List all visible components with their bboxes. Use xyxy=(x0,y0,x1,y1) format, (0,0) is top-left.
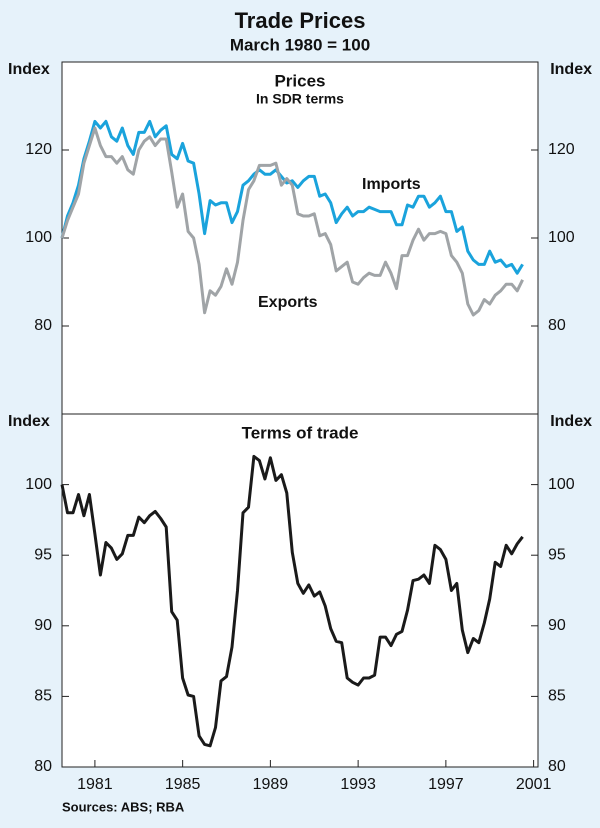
series-label: Exports xyxy=(258,294,318,311)
y-axis-label: Index xyxy=(8,413,50,430)
x-tick-label: 2001 xyxy=(516,776,552,793)
x-tick-label: 1993 xyxy=(340,776,376,793)
y2-tick-label: 100 xyxy=(548,229,575,246)
x-tick-label: 1981 xyxy=(77,776,113,793)
y-tick-label: 85 xyxy=(34,688,52,705)
series-label: Imports xyxy=(362,176,421,193)
y-tick-label: 80 xyxy=(34,317,52,334)
y2-tick-label: 80 xyxy=(548,317,566,334)
y-tick-label: 95 xyxy=(34,546,52,563)
y2-tick-label: 80 xyxy=(548,758,566,775)
y2-axis-label: Index xyxy=(550,413,592,430)
line-series xyxy=(60,454,524,748)
y2-axis-label: Index xyxy=(550,61,592,78)
panel-subtitle: In SDR terms xyxy=(256,91,344,107)
x-tick-label: 1985 xyxy=(165,776,201,793)
panel-title: Prices xyxy=(274,71,325,90)
panel-title: Terms of trade xyxy=(242,423,359,442)
y-tick-label: 120 xyxy=(25,141,52,158)
y2-tick-label: 85 xyxy=(548,688,566,705)
y-axis-label: Index xyxy=(8,61,50,78)
y-tick-label: 80 xyxy=(34,758,52,775)
y-tick-label: 90 xyxy=(34,617,52,634)
page-subtitle: March 1980 = 100 xyxy=(230,35,370,54)
y-tick-label: 100 xyxy=(25,476,52,493)
x-tick-label: 1989 xyxy=(253,776,289,793)
y2-tick-label: 90 xyxy=(548,617,566,634)
y2-tick-label: 100 xyxy=(548,476,575,493)
x-tick-label: 1997 xyxy=(428,776,464,793)
y2-tick-label: 120 xyxy=(548,141,575,158)
page-title: Trade Prices xyxy=(235,8,366,33)
line-series xyxy=(60,119,524,275)
y2-tick-label: 95 xyxy=(548,546,566,563)
y-tick-label: 100 xyxy=(25,229,52,246)
sources: Sources: ABS; RBA xyxy=(62,799,185,814)
line-series xyxy=(60,126,524,317)
